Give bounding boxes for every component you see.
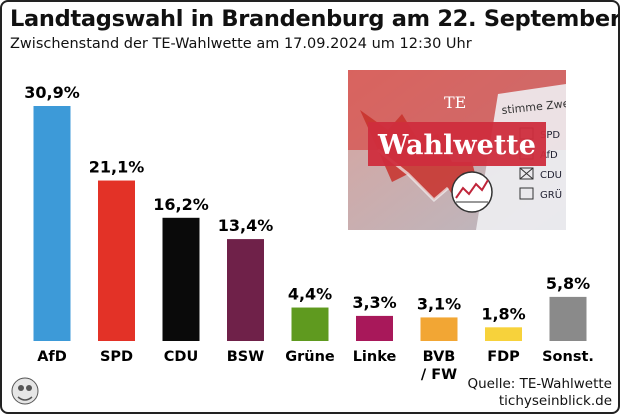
source-line: Quelle: TE-Wahlwette <box>467 376 612 392</box>
value-label-8: 5,8% <box>546 274 590 293</box>
svg-text:AfD: AfD <box>540 150 558 161</box>
category-label-8: Sonst. <box>542 349 594 365</box>
wahlwette-promo-image: stimme Zwei SPD AfD CDU GRÜ TE Wahlwette <box>348 70 573 230</box>
bar-1 <box>98 180 135 341</box>
svg-text:SPD: SPD <box>540 130 560 141</box>
value-label-3: 13,4% <box>218 216 274 235</box>
trend-chart-icon <box>451 171 493 213</box>
category-label-7: FDP <box>487 349 520 365</box>
source-website: tichyseinblick.de <box>498 393 612 409</box>
chart-title: Landtagswahl in Brandenburg am 22. Septe… <box>10 6 620 32</box>
bar-7 <box>485 327 522 341</box>
bar-3 <box>227 239 264 341</box>
value-label-4: 4,4% <box>288 285 332 304</box>
chart-subtitle: Zwischenstand der TE-Wahlwette am 17.09.… <box>10 36 472 52</box>
value-label-6: 3,1% <box>417 294 461 313</box>
source-note: Quelle: TE-Wahlwette tichyseinblick.de <box>467 376 612 410</box>
bar-6 <box>420 317 458 341</box>
value-label-2: 16,2% <box>153 195 209 214</box>
te-logo: TE <box>444 93 466 112</box>
bar-2 <box>162 217 200 341</box>
category-label-6: BVB / FW <box>421 349 457 383</box>
category-label-5: Linke <box>353 349 397 365</box>
svg-text:GRÜ: GRÜ <box>540 188 562 201</box>
category-label-2: CDU <box>164 349 198 365</box>
bar-5 <box>356 315 393 341</box>
bar-0 <box>33 106 71 341</box>
value-label-1: 21,1% <box>89 158 145 177</box>
wahlwette-brand: Wahlwette <box>377 130 536 161</box>
owl-logo-icon <box>11 377 39 405</box>
svg-text:CDU: CDU <box>540 170 562 181</box>
value-label-7: 1,8% <box>481 304 525 323</box>
bar-4 <box>291 307 329 341</box>
category-label-3: BSW <box>227 349 265 365</box>
value-label-0: 30,9% <box>24 83 80 102</box>
value-label-5: 3,3% <box>352 293 396 312</box>
bar-8 <box>549 296 587 341</box>
category-label-1: SPD <box>100 349 133 365</box>
category-label-0: AfD <box>37 349 67 365</box>
category-label-4: Grüne <box>285 349 335 365</box>
